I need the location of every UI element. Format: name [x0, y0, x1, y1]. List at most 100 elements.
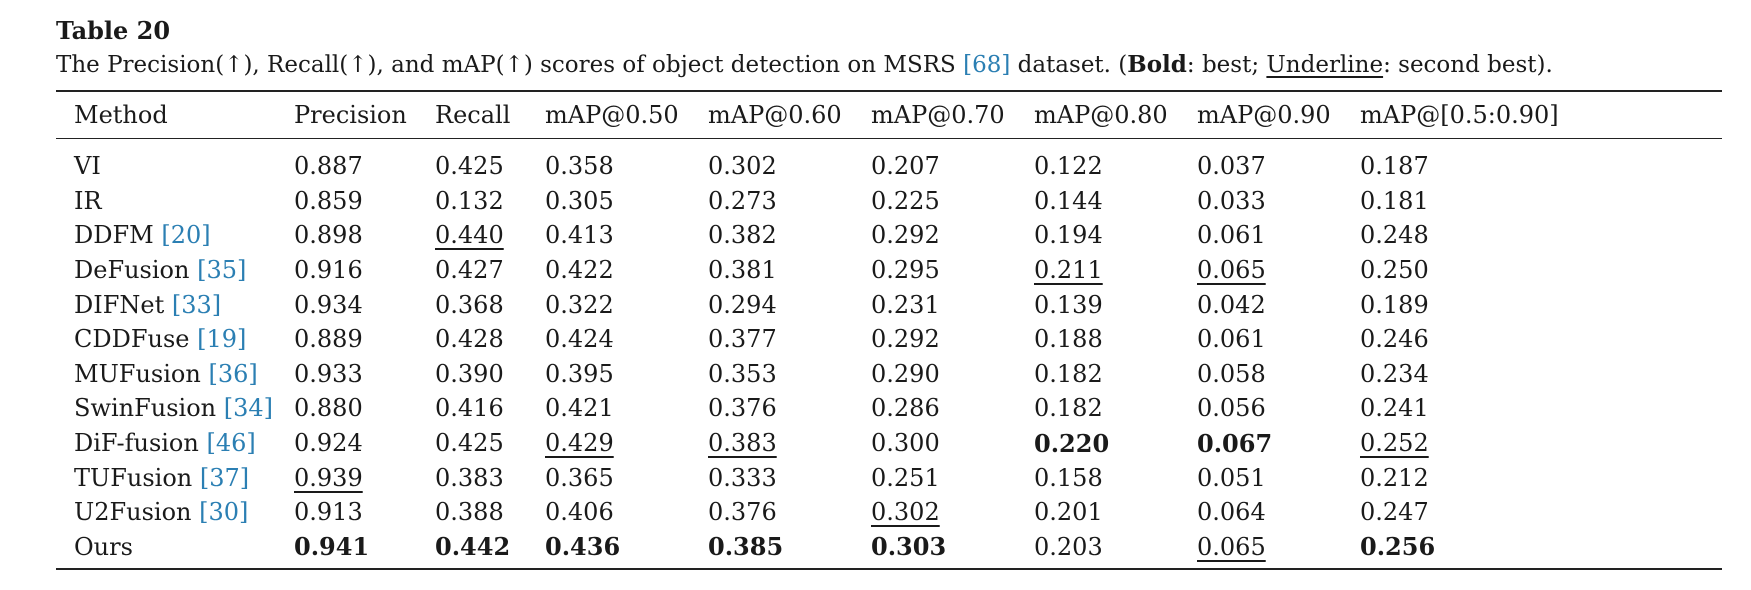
method-citation-link[interactable]: [20] [161, 221, 211, 250]
score-value: 0.442 [435, 532, 511, 562]
score-value: 0.302 [708, 152, 777, 181]
column-header: mAP@0.60 [690, 90, 853, 139]
method-citation-link[interactable]: [35] [197, 256, 247, 285]
score-cell: 0.358 [527, 139, 690, 184]
score-value: 0.333 [708, 463, 777, 492]
score-value: 0.916 [294, 256, 363, 285]
score-value: 0.065 [1197, 256, 1266, 285]
score-value: 0.440 [435, 221, 504, 250]
score-value: 0.358 [545, 152, 614, 181]
score-cell: 0.207 [853, 139, 1016, 184]
score-value: 0.250 [1360, 256, 1429, 285]
score-cell: 0.333 [690, 460, 853, 495]
score-cell: 0.139 [1016, 287, 1179, 322]
score-value: 0.388 [435, 498, 504, 527]
score-cell: 0.042 [1179, 287, 1342, 322]
score-value: 0.058 [1197, 359, 1266, 388]
score-cell: 0.290 [853, 357, 1016, 392]
score-cell: 0.939 [276, 460, 417, 495]
method-name: Ours [74, 532, 133, 561]
score-cell: 0.033 [1179, 184, 1342, 219]
score-value: 0.385 [708, 532, 784, 562]
score-cell: 0.424 [527, 322, 690, 357]
score-value: 0.939 [294, 463, 363, 492]
score-cell: 0.913 [276, 495, 417, 530]
score-value: 0.286 [871, 394, 940, 423]
score-cell: 0.388 [417, 495, 527, 530]
method-cell: VI [56, 139, 276, 184]
score-cell: 0.933 [276, 357, 417, 392]
score-cell: 0.302 [690, 139, 853, 184]
score-value: 0.212 [1360, 463, 1429, 492]
caption-underline-word: Underline [1266, 52, 1384, 78]
column-header: mAP@0.80 [1016, 90, 1179, 139]
column-header: Precision [276, 90, 417, 139]
method-name: IR [74, 186, 102, 215]
score-value: 0.889 [294, 325, 363, 354]
score-cell: 0.322 [527, 287, 690, 322]
score-value: 0.376 [708, 394, 777, 423]
score-cell: 0.887 [276, 139, 417, 184]
method-name: DeFusion [74, 256, 190, 285]
score-cell: 0.442 [417, 529, 527, 571]
method-cell: MUFusion [36] [56, 357, 276, 392]
score-cell: 0.395 [527, 357, 690, 392]
score-cell: 0.061 [1179, 218, 1342, 253]
score-cell: 0.428 [417, 322, 527, 357]
score-cell: 0.051 [1179, 460, 1342, 495]
score-cell: 0.859 [276, 184, 417, 219]
score-cell: 0.252 [1342, 426, 1722, 461]
score-value: 0.413 [545, 221, 614, 250]
method-citation-link[interactable]: [33] [171, 290, 222, 319]
score-value: 0.292 [871, 325, 940, 354]
score-value: 0.181 [1360, 186, 1429, 215]
method-citation-link[interactable]: [34] [223, 394, 274, 423]
caption-citation-link[interactable]: [68] [963, 52, 1011, 78]
method-cell: CDDFuse [19] [56, 322, 276, 357]
score-value: 0.211 [1034, 256, 1103, 285]
method-name: SwinFusion [74, 394, 217, 423]
score-cell: 0.211 [1016, 253, 1179, 288]
method-cell: SwinFusion [34] [56, 391, 276, 426]
table-row: CDDFuse [19] 0.889 0.428 0.424 0.377 0.292 0.1… [56, 322, 1722, 357]
method-citation-link[interactable]: [19] [197, 325, 247, 354]
method-cell: DeFusion [35] [56, 253, 276, 288]
table-row: SwinFusion [34] 0.880 0.416 0.421 0.376 0.286… [56, 391, 1722, 426]
table-body: VI 0.887 0.425 0.358 0.302 0.207 0.122 0.037 0.1… [56, 139, 1722, 571]
score-cell: 0.390 [417, 357, 527, 392]
score-cell: 0.416 [417, 391, 527, 426]
method-cell: IR [56, 184, 276, 219]
score-value: 0.934 [294, 290, 363, 319]
score-cell: 0.065 [1179, 529, 1342, 571]
score-value: 0.383 [435, 463, 504, 492]
score-cell: 0.916 [276, 253, 417, 288]
method-citation-link[interactable]: [37] [199, 463, 250, 492]
score-cell: 0.212 [1342, 460, 1722, 495]
method-citation-link[interactable]: [36] [208, 359, 258, 388]
score-value: 0.302 [871, 498, 940, 527]
score-cell: 0.427 [417, 253, 527, 288]
score-value: 0.042 [1197, 290, 1266, 319]
score-value: 0.290 [871, 359, 940, 388]
column-header: mAP@0.70 [853, 90, 1016, 139]
table-row: Ours 0.941 0.442 0.436 0.385 0.303 0.203 0.065 0… [56, 529, 1722, 571]
method-name: DIFNet [74, 290, 165, 319]
score-cell: 0.422 [527, 253, 690, 288]
score-cell: 0.182 [1016, 391, 1179, 426]
score-cell: 0.376 [690, 495, 853, 530]
score-value: 0.251 [871, 463, 940, 492]
table-label: Table 20 [56, 16, 171, 45]
score-value: 0.067 [1197, 428, 1273, 458]
method-citation-link[interactable]: [30] [199, 498, 249, 527]
score-value: 0.188 [1034, 325, 1103, 354]
score-value: 0.220 [1034, 428, 1110, 458]
table-caption: The Precision(↑), Recall(↑), and mAP(↑) … [56, 48, 1722, 82]
score-value: 0.158 [1034, 463, 1103, 492]
score-cell: 0.368 [417, 287, 527, 322]
score-cell: 0.385 [690, 529, 853, 571]
caption-text: The Precision(↑), Recall(↑), and mAP(↑) … [56, 52, 964, 78]
score-cell: 0.381 [690, 253, 853, 288]
method-citation-link[interactable]: [46] [206, 429, 256, 458]
score-cell: 0.056 [1179, 391, 1342, 426]
score-value: 0.273 [708, 186, 777, 215]
